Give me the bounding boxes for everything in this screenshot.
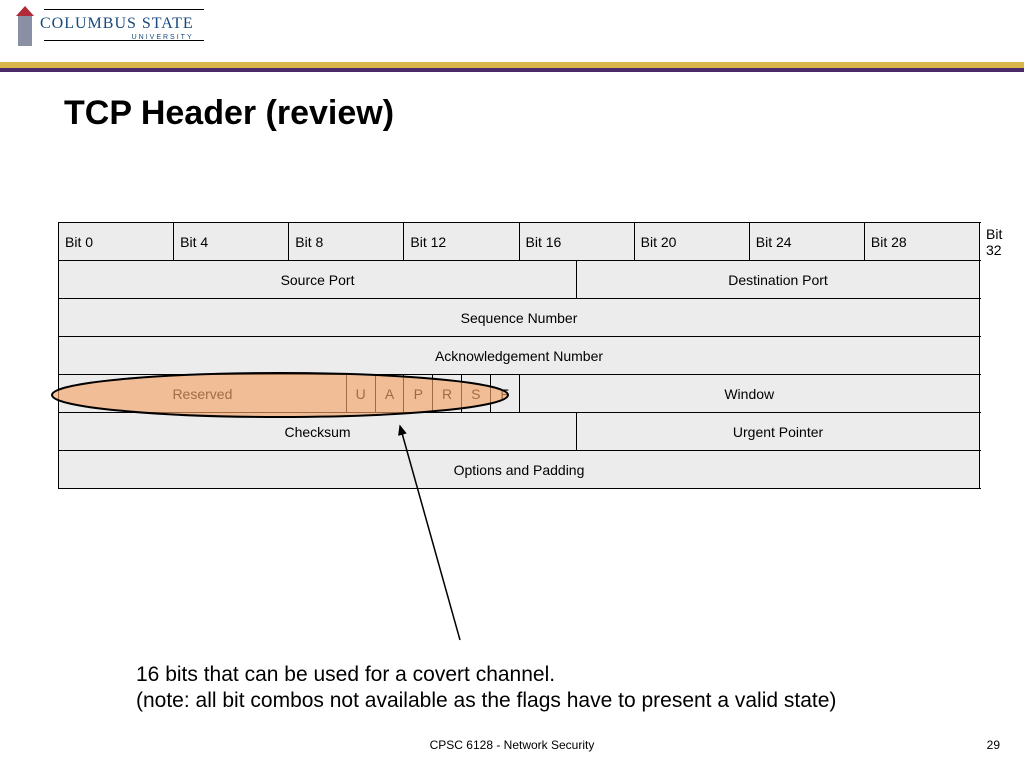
bit-label: Bit 28 bbox=[864, 223, 979, 261]
bit-label: Bit 16 bbox=[519, 223, 634, 261]
ack-row: Acknowledgement Number bbox=[59, 337, 980, 375]
footer-page-number: 29 bbox=[987, 738, 1000, 752]
header-strip: COLUMBUS STATE UNIVERSITY bbox=[0, 0, 1024, 60]
options-row: Options and Padding bbox=[59, 451, 980, 489]
seq-row: Sequence Number bbox=[59, 299, 980, 337]
flags-row: Reserved U A P R S F Window bbox=[59, 375, 980, 413]
checksum-row: Checksum Urgent Pointer bbox=[59, 413, 980, 451]
logo: COLUMBUS STATE UNIVERSITY bbox=[16, 6, 194, 50]
seq-cell: Sequence Number bbox=[59, 299, 980, 337]
dest-port-cell: Destination Port bbox=[577, 261, 980, 299]
bit-label: Bit 20 bbox=[634, 223, 749, 261]
flag-cell-r: R bbox=[433, 375, 462, 413]
flag-cell-p: P bbox=[404, 375, 433, 413]
bit-labels-row: Bit 0 Bit 4 Bit 8 Bit 12 Bit 16 Bit 20 B… bbox=[59, 223, 980, 261]
reserved-cell: Reserved bbox=[59, 375, 347, 413]
urgent-cell: Urgent Pointer bbox=[577, 413, 980, 451]
tcp-header-table: Bit 0 Bit 4 Bit 8 Bit 12 Bit 16 Bit 20 B… bbox=[58, 222, 980, 489]
flag-cell-s: S bbox=[461, 375, 490, 413]
annotation-note: 16 bits that can be used for a covert ch… bbox=[136, 662, 836, 715]
ack-cell: Acknowledgement Number bbox=[59, 337, 980, 375]
bit-label: Bit 12 bbox=[404, 223, 519, 261]
ports-row: Source Port Destination Port bbox=[59, 261, 980, 299]
flag-cell-a: A bbox=[375, 375, 404, 413]
logo-tower-icon bbox=[16, 6, 34, 50]
slide-title: TCP Header (review) bbox=[64, 94, 394, 133]
bit-label: Bit 0 bbox=[59, 223, 174, 261]
checksum-cell: Checksum bbox=[59, 413, 577, 451]
source-port-cell: Source Port bbox=[59, 261, 577, 299]
bit-label: Bit 4 bbox=[174, 223, 289, 261]
bit-label: Bit 24 bbox=[749, 223, 864, 261]
note-line1: 16 bits that can be used for a covert ch… bbox=[136, 663, 555, 686]
window-cell: Window bbox=[519, 375, 980, 413]
logo-text: COLUMBUS STATE UNIVERSITY bbox=[40, 16, 194, 41]
bit-label: Bit 8 bbox=[289, 223, 404, 261]
tcp-header-table-wrap: Bit 0 Bit 4 Bit 8 Bit 12 Bit 16 Bit 20 B… bbox=[58, 222, 980, 489]
flag-cell-f: F bbox=[490, 375, 519, 413]
purple-bar bbox=[0, 68, 1024, 72]
footer-course: CPSC 6128 - Network Security bbox=[0, 738, 1024, 752]
logo-line1: COLUMBUS STATE bbox=[40, 16, 194, 32]
options-cell: Options and Padding bbox=[59, 451, 980, 489]
flag-cell-u: U bbox=[346, 375, 375, 413]
note-line2: (note: all bit combos not available as t… bbox=[136, 689, 836, 712]
slide: COLUMBUS STATE UNIVERSITY TCP Header (re… bbox=[0, 0, 1024, 768]
